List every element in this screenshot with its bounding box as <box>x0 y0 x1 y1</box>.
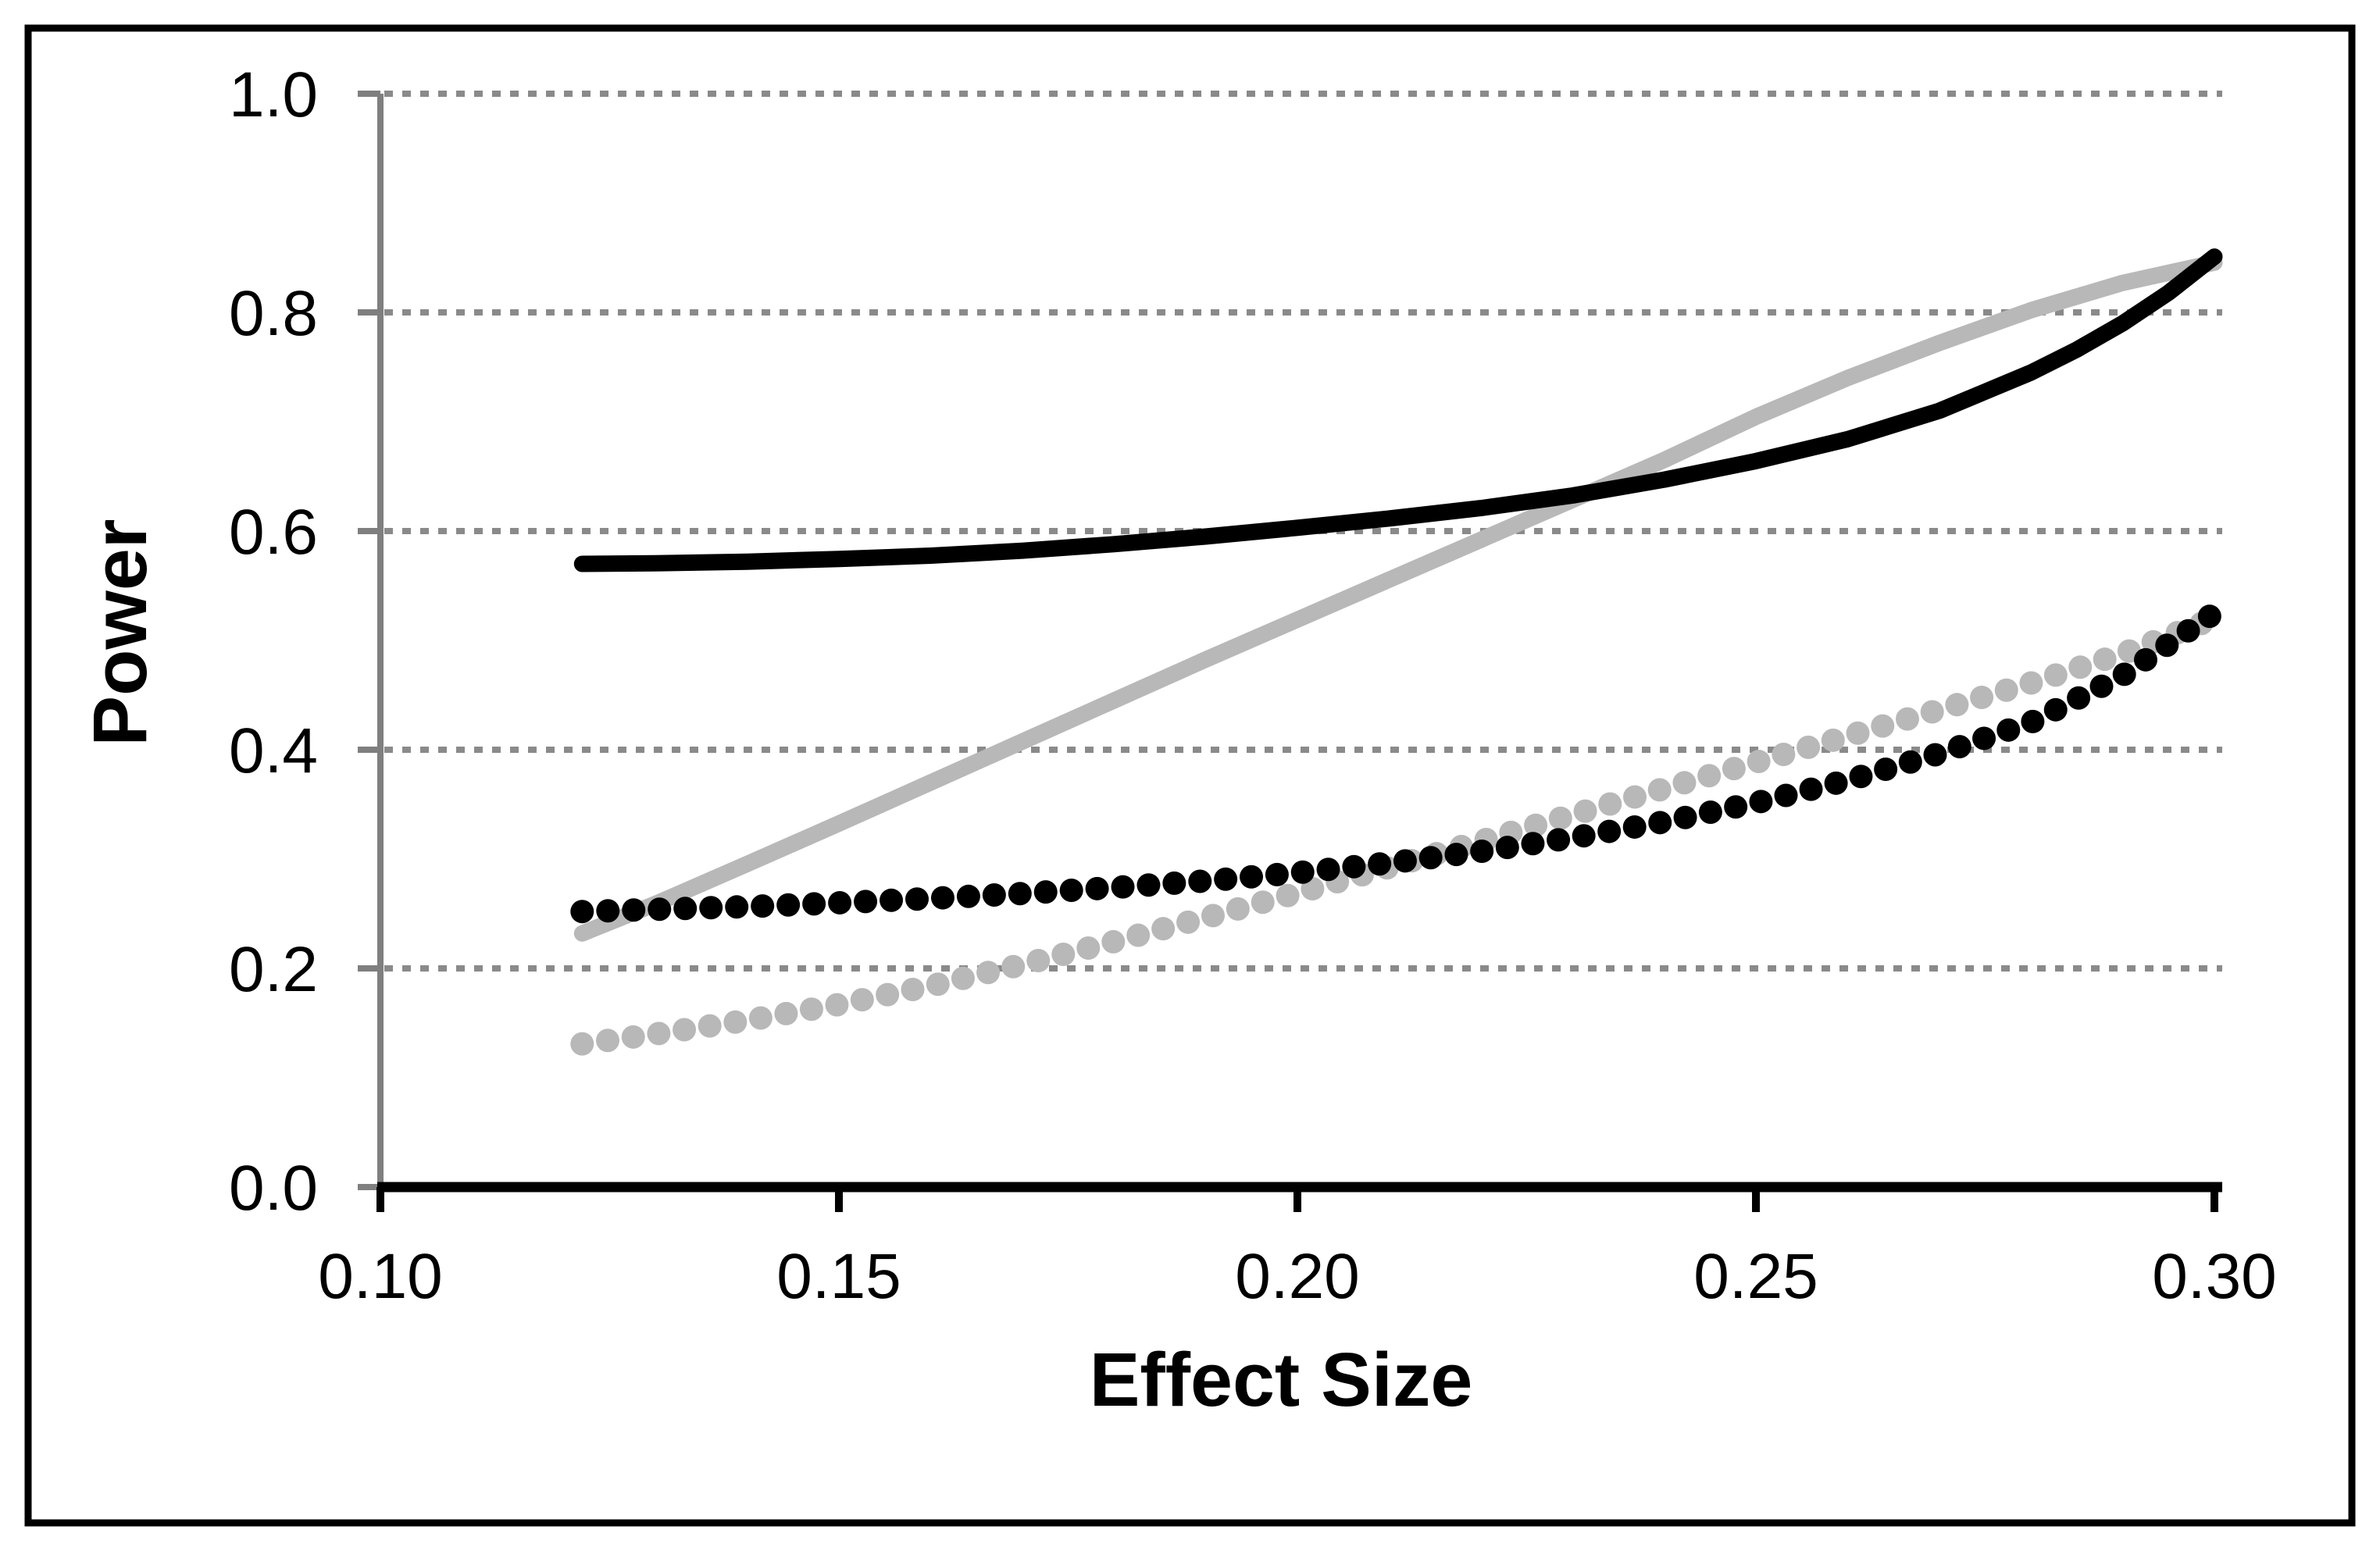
axes <box>358 91 2222 1212</box>
plot-series <box>570 248 2226 1056</box>
y-tick-label-0.2: 0.2 <box>229 934 318 1005</box>
x-axis-title: Effect Size <box>1090 1337 1473 1422</box>
x-tick-label-0.20: 0.20 <box>1235 1241 1360 1312</box>
series-black-dotted <box>570 601 2226 924</box>
x-tick-label-0.10: 0.10 <box>318 1241 443 1312</box>
y-tick-label-0.6: 0.6 <box>229 497 318 568</box>
tick-labels: 0.0 0.2 0.4 0.6 0.8 1.0 0.10 0.15 0.20 0.25 0.30 <box>229 59 2277 1312</box>
y-tick-label-1.0: 1.0 <box>229 59 318 130</box>
series-black-solid <box>573 248 2223 572</box>
y-tick-label-0.8: 0.8 <box>229 278 318 349</box>
y-tick-label-0.4: 0.4 <box>229 715 318 786</box>
y-tick-label-0.0: 0.0 <box>229 1153 318 1224</box>
x-tick-label-0.25: 0.25 <box>1693 1241 1818 1312</box>
y-axis-title: Power <box>77 519 162 746</box>
x-tick-label-0.30: 0.30 <box>2152 1241 2277 1312</box>
figure-border <box>24 24 2356 1527</box>
series-gray-solid <box>573 254 2223 942</box>
x-tick-label-0.15: 0.15 <box>776 1241 901 1312</box>
